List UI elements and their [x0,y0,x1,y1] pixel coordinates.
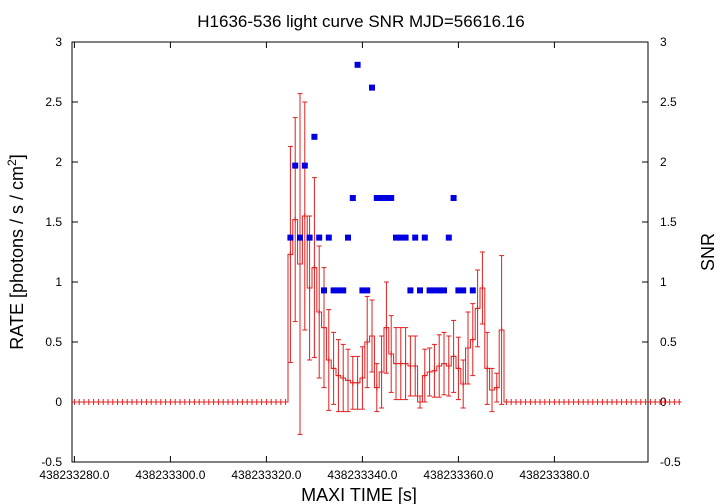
y2-tick-label: 2 [660,155,667,169]
y-tick-label: 2.5 [45,95,62,109]
y2-tick-label: 0.5 [660,335,677,349]
snr-point [460,287,467,294]
snr-point [373,195,380,201]
snr-point [311,133,318,140]
snr-series [287,61,476,294]
x-tick-label: 438233340.0 [327,468,397,482]
snr-point [364,287,371,294]
y-tick-label: 3 [55,35,62,49]
x-axis-label: MAXI TIME [s] [301,485,417,504]
y-tick-label: 0 [55,395,62,409]
y-tick-label: 2 [55,155,62,169]
snr-point [383,195,390,201]
x-tick-label: 438233280.0 [39,468,109,482]
snr-point [421,234,428,241]
snr-point [301,162,308,169]
x-tick-label: 438233380.0 [519,468,589,482]
snr-point [335,287,342,294]
snr-point [450,195,457,201]
y2-tick-label: 3 [660,35,667,49]
snr-point [306,234,313,241]
snr-point [431,287,438,294]
snr-point [397,234,404,241]
x-tick-label: 438233360.0 [423,468,493,482]
y-tick-label: 0.5 [45,335,62,349]
y-tick-label: 1 [55,275,62,289]
y2-tick-label: 1.5 [660,215,677,229]
snr-point [407,287,414,294]
y-axis-label: RATE [photons / s / cm2] [5,154,27,349]
snr-point [345,234,351,241]
y-axis-label-main: RATE [photons / s / cm [7,166,27,350]
snr-point [388,195,395,201]
snr-point [359,287,366,294]
snr-point [441,287,447,294]
y-axis-label-suffix: ] [7,154,27,159]
snr-point [287,234,294,241]
snr-point [340,287,347,294]
snr-point [330,287,337,294]
x-tick-label: 438233300.0 [135,468,205,482]
x-tick-label: 438233320.0 [231,468,301,482]
snr-point [316,234,323,241]
y-axis-ticks: -0.5 0 0.5 1 1.5 2 2.5 3 [41,35,78,469]
chart-title: H1636-536 light curve SNR MJD=56616.16 [197,12,524,31]
y2-tick-label: -0.5 [660,455,681,469]
snr-point [369,84,375,91]
y-tick-label: -0.5 [41,455,62,469]
y2-axis-label: SNR [698,233,718,271]
snr-point [292,162,299,169]
y-tick-label: 1.5 [45,215,62,229]
y-axis-label-superscript: 2 [5,159,19,166]
snr-point [349,195,356,201]
snr-point [354,61,361,68]
snr-point [378,195,385,201]
snr-point [445,234,452,241]
snr-point [402,234,409,241]
x-axis-ticks: 438233280.0 438233300.0 438233320.0 4382333… [39,42,590,482]
snr-point [417,287,423,294]
plot-frame [71,41,649,463]
snr-point [426,287,433,294]
rate-series [72,93,682,435]
y2-tick-label: 1 [660,275,667,289]
snr-point [321,287,327,294]
y2-tick-label: 2.5 [660,95,677,109]
snr-point [455,287,462,294]
snr-point [297,234,303,241]
snr-point [436,287,443,294]
snr-point [469,287,476,294]
rate-step-line [72,215,682,403]
snr-point [393,234,399,241]
snr-point [412,234,419,241]
y2-axis-ticks: -0.500.511.522.53 [642,35,681,469]
snr-point [325,234,332,241]
